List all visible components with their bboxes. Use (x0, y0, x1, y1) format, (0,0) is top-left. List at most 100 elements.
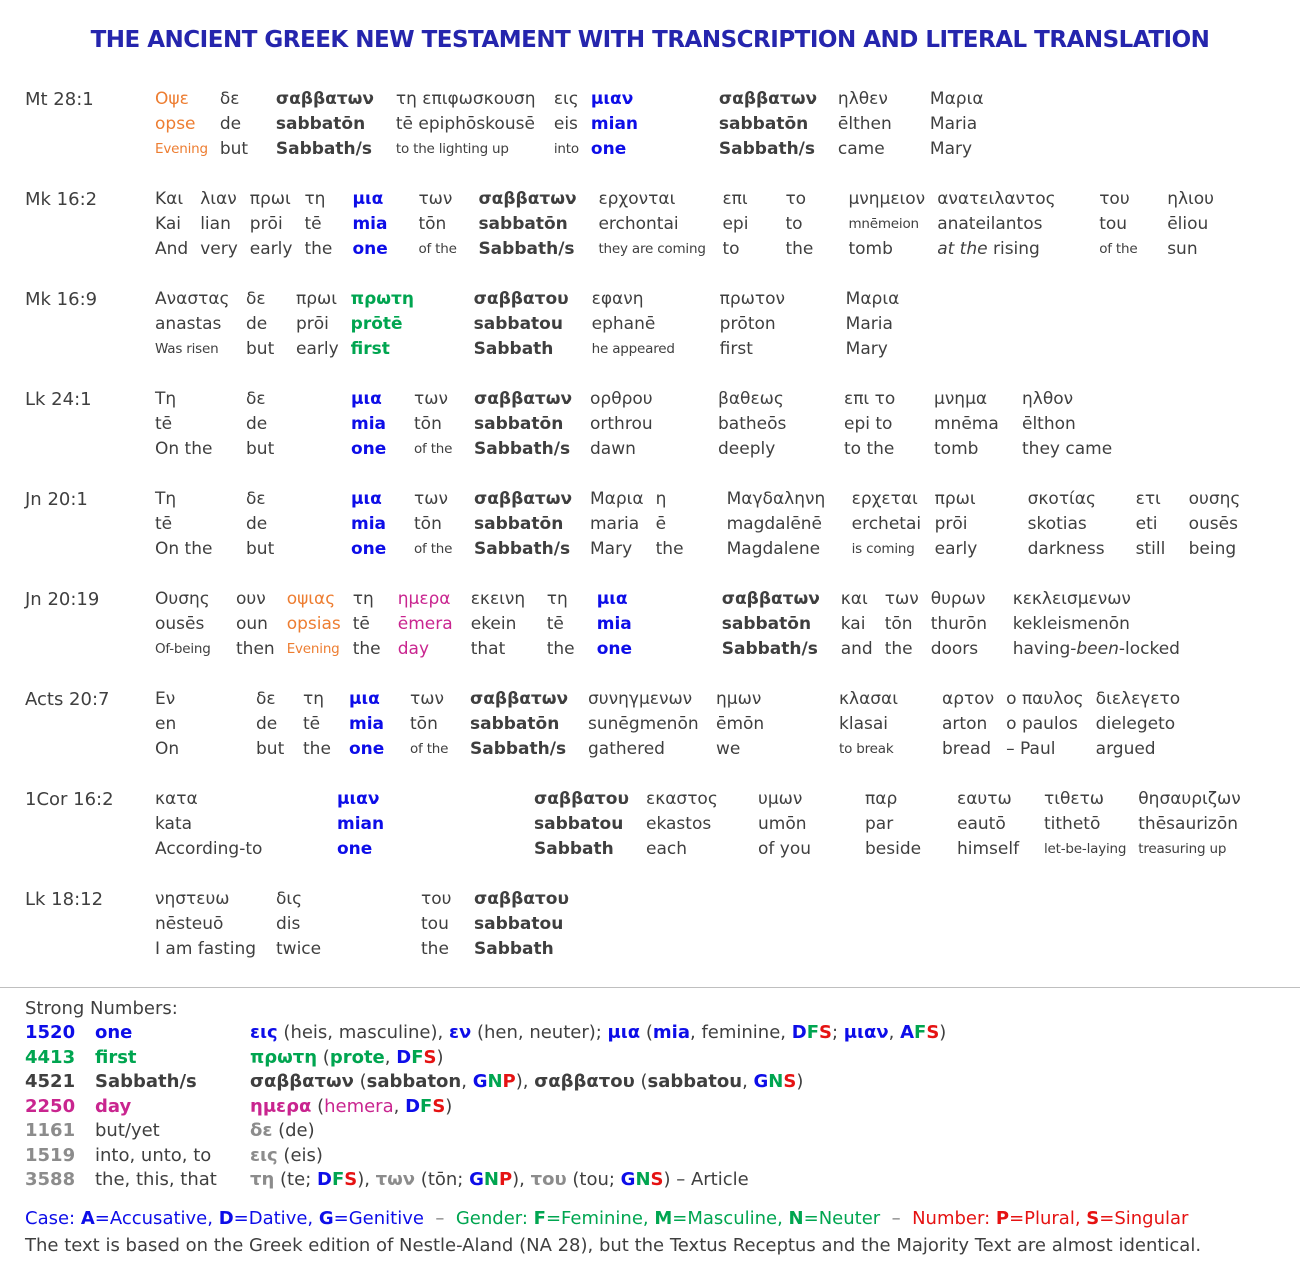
greek-line: σαββατων (718, 89, 818, 109)
translation-line: of the (410, 741, 449, 757)
transliteration-line: tē (155, 414, 173, 434)
greek-line: του (421, 889, 452, 909)
strong-definition: εις (heis, masculine), εν (hen, neuter);… (250, 1021, 1300, 1046)
text-segment: D (316, 1169, 332, 1190)
transliteration-line: de (219, 114, 242, 134)
transliteration-line: tōn (414, 414, 442, 434)
text-segment: S (1086, 1207, 1100, 1229)
greek-line: εκαστος (646, 789, 718, 809)
text-segment: S (818, 1022, 832, 1043)
transliteration-line: prōi (296, 314, 329, 334)
translation-line: twice (276, 939, 322, 959)
translation-line: himself (957, 839, 1020, 859)
transliteration-line: par (865, 814, 894, 834)
text-segment: σαββατου (534, 1071, 635, 1092)
strong-number: 3588 (25, 1169, 76, 1190)
transliteration-line: en (155, 714, 177, 734)
transliteration-line: kai (840, 614, 866, 634)
greek-line: συνηγμενων (588, 689, 693, 709)
text-segment: sabbaton (366, 1071, 462, 1092)
strong-number: 1520 (25, 1022, 76, 1043)
greek-line: Μαρια (845, 289, 900, 309)
translation-line: Evening (286, 641, 340, 657)
transliteration-line: anastas (155, 314, 222, 334)
word-cell: ηλιου ēliou sun (1167, 187, 1214, 262)
text-segment: F (914, 1022, 927, 1043)
word-cell: Αναστας anastas Was risen (155, 287, 234, 362)
text-segment: =Feminine, (545, 1207, 655, 1229)
text-segment: S (926, 1022, 940, 1043)
transliteration-line: de (256, 714, 278, 734)
greek-line: το (785, 189, 807, 209)
translation-line: of the (414, 541, 453, 557)
greek-line: ερχεται (851, 489, 918, 509)
translation-line: each (646, 839, 687, 859)
translation-line: treasuring up (1138, 841, 1227, 857)
transliteration-line: eti (1135, 514, 1158, 534)
word-cell: πρωτη prōtē first (351, 287, 462, 362)
word-cell: σαββατων sabbatōn Sabbath/s (478, 187, 586, 262)
greek-line: κατα (155, 789, 198, 809)
page-title: THE ANCIENT GREEK NEW TESTAMENT WITH TRA… (90, 27, 1210, 53)
word-cell: σαββατων sabbatōn Sabbath/s (474, 387, 578, 462)
word-cell: Μαρια Maria Mary (846, 287, 900, 362)
text-segment: A (900, 1022, 915, 1043)
transliteration-line: thurōn (930, 614, 988, 634)
strong-definition: πρωτη (prote, DFS) (250, 1046, 1300, 1071)
word-cell: διελεγετο dielegeto argued (1096, 687, 1180, 762)
word-cell: η ē the (656, 487, 715, 562)
translation-line: the (785, 239, 814, 259)
text-segment: δε (250, 1120, 273, 1141)
word-cell: μια mia one (351, 387, 402, 462)
transliteration-line: orthrou (590, 414, 653, 434)
translation-line: Sabbath (474, 939, 554, 959)
word-cell: μνημα mnēma tomb (934, 387, 1010, 462)
translation-line: Evening (155, 141, 208, 157)
strong-gloss: the, this, that (95, 1169, 217, 1190)
translation-line: but (246, 439, 275, 459)
word-cell: δε de but (246, 487, 339, 562)
text-segment: F (806, 1022, 819, 1043)
transliteration-line: de (246, 414, 268, 434)
greek-line: θησαυριζων (1138, 789, 1241, 809)
transliteration-line: oun (236, 614, 268, 634)
transliteration-line: sunēgmenōn (588, 714, 699, 734)
greek-line: ημερα (397, 589, 451, 609)
word-cell: ορθρου orthrou dawn (590, 387, 706, 462)
transliteration-line: ēlthen (837, 114, 892, 134)
transliteration-line: erchontai (598, 214, 679, 234)
text-segment: , (742, 1071, 754, 1092)
text-segment: ( (353, 1071, 367, 1092)
word-cell: των tōn of the (418, 187, 466, 262)
word-cell: σκοτίας skotias darkness (1028, 487, 1124, 562)
translation-line: Sabbath (473, 339, 554, 359)
text-segment: , (461, 1071, 473, 1092)
greek-line: δε (246, 389, 266, 409)
greek-line: σαββατων (474, 489, 573, 509)
greek-line: σαββατων (275, 89, 374, 109)
strong-row: 4413 first πρωτη (prote, DFS) (0, 1046, 1300, 1071)
transliteration-line: kata (155, 814, 193, 834)
transliteration-line: epi (722, 214, 749, 234)
translation-line: Of-being (155, 641, 211, 657)
word-cell: Και Kai And (155, 187, 188, 262)
transliteration-line: Maria (845, 314, 893, 334)
text-segment: πρωτη (250, 1046, 318, 1068)
greek-line: σαββατων (478, 189, 577, 209)
greek-line: Αναστας (155, 289, 230, 309)
greek-line: σαββατου (473, 289, 569, 309)
text-segment: (tou; (566, 1169, 621, 1190)
text-segment: , (384, 1046, 397, 1068)
transliteration-line: magdalēnē (726, 514, 823, 534)
transliteration-line: thēsaurizōn (1138, 814, 1239, 834)
word-cell: των tōn of the (414, 387, 462, 462)
text-segment: N (788, 1207, 804, 1229)
greek-line: ερχονται (598, 189, 676, 209)
transliteration-line: prōtē (350, 314, 403, 334)
text-segment: (heis, masculine), (277, 1022, 449, 1043)
verse-row: Jn 20:1 Τη tē On the δε de but μια mia one των tōn o… (0, 487, 1300, 562)
transliteration-line: ēmōn (716, 714, 765, 734)
word-cell: θυρων thurōn doors (931, 587, 1001, 662)
text-segment: των (375, 1169, 416, 1190)
text-segment: G (753, 1071, 769, 1092)
